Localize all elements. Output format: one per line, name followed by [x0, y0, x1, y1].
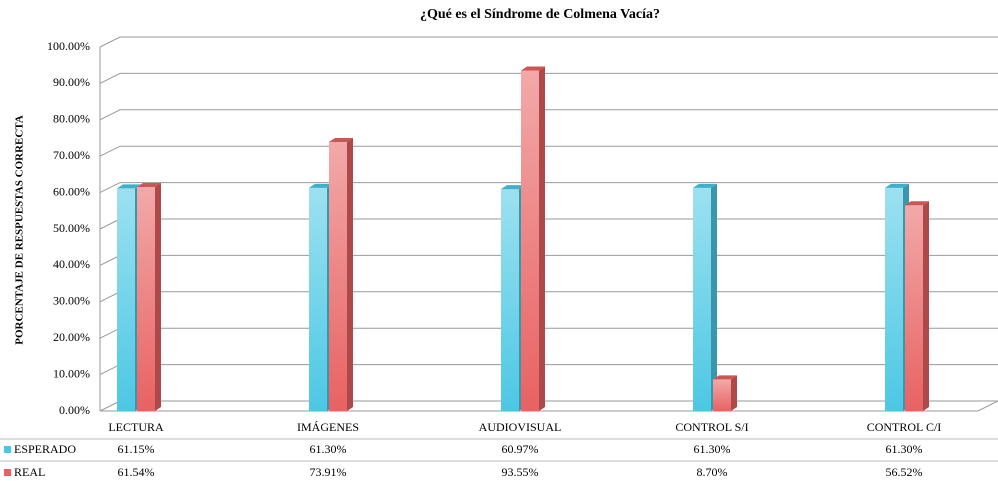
bar-top [885, 183, 909, 188]
bar-top [713, 375, 737, 380]
grid-line [99, 327, 998, 339]
bar-shine [309, 187, 327, 411]
bar-side-shade [155, 182, 161, 411]
x-tick-label: CONTROL C/I [867, 420, 942, 434]
bar-top [117, 184, 141, 189]
bar-side-shade [711, 183, 717, 411]
bar-shine [117, 188, 135, 411]
bar-top-shade [521, 66, 545, 71]
bar-side-shade [731, 375, 737, 411]
grid-line [99, 109, 998, 121]
table-value: 73.91% [310, 465, 347, 479]
y-tick-label: 20.00% [53, 330, 90, 344]
grid-line [99, 291, 998, 303]
grid-line [99, 182, 998, 194]
y-tick-label: 0.00% [59, 403, 90, 417]
legend-swatch [4, 446, 11, 453]
bar-shine [905, 205, 923, 411]
y-tick-label: 100.00% [47, 39, 90, 53]
x-tick-label: IMÁGENES [297, 420, 359, 434]
bar-side-shade [539, 66, 545, 411]
grid-line [99, 36, 998, 48]
bar-top [329, 137, 353, 142]
table-value: 61.30% [694, 442, 731, 456]
table-value: 61.30% [310, 442, 347, 456]
bar-top [693, 183, 717, 188]
table-value: 93.55% [502, 465, 539, 479]
y-tick-label: 70.00% [53, 148, 90, 162]
legend-swatch [4, 469, 11, 476]
bar-top-shade [309, 183, 333, 188]
bar-side [347, 137, 353, 412]
bar-top-shade [693, 183, 717, 188]
bar-top [309, 183, 333, 188]
bar-shine [713, 379, 731, 411]
floor [100, 400, 998, 412]
y-tick-label: 10.00% [53, 366, 90, 380]
bar-top [137, 182, 161, 187]
bar-side [155, 182, 161, 411]
table-value: 61.30% [886, 442, 923, 456]
bar-side-shade [923, 201, 929, 411]
bar-side-shade [347, 137, 353, 412]
y-axis-title: PORCENTAJE DE RESPUESTAS CORRECTA [14, 115, 26, 345]
y-tick-label: 30.00% [53, 294, 90, 308]
y-tick-label: 60.00% [53, 184, 90, 198]
bar-top [501, 185, 525, 190]
x-tick-label: CONTROL S/I [675, 420, 748, 434]
y-tick-label: 90.00% [53, 75, 90, 89]
bar-side [731, 375, 737, 411]
bar-top-shade [713, 375, 737, 380]
x-tick-label: AUDIOVISUAL [479, 420, 562, 434]
bar-side [711, 183, 717, 411]
chart-title: ¿Qué es el Síndrome de Colmena Vacía? [420, 7, 660, 22]
bar-shine [693, 187, 711, 411]
grid-line [99, 145, 998, 157]
legend-label: ESPERADO [14, 442, 76, 456]
bar-shine [137, 186, 155, 411]
bar-top-shade [329, 137, 353, 142]
y-tick-label: 40.00% [53, 257, 90, 271]
table-value: 56.52% [886, 465, 923, 479]
bar-top-shade [905, 201, 929, 206]
legend-label: REAL [14, 465, 45, 479]
bar-shine [329, 141, 347, 412]
y-tick-label: 50.00% [53, 221, 90, 235]
x-tick-label: LECTURA [108, 420, 164, 434]
bar-top-shade [885, 183, 909, 188]
grid-line [99, 218, 998, 230]
grid-line [99, 72, 998, 84]
table-value: 8.70% [697, 465, 728, 479]
table-value: 61.15% [118, 442, 155, 456]
bar-top-shade [137, 182, 161, 187]
bar-shine [501, 189, 519, 411]
grid-line [99, 400, 998, 412]
grid-line [99, 364, 998, 376]
bar-side [539, 66, 545, 411]
bar-shine [521, 70, 539, 411]
grid-line [99, 254, 998, 266]
table-value: 60.97% [502, 442, 539, 456]
table-value: 61.54% [118, 465, 155, 479]
y-tick-label: 80.00% [53, 112, 90, 126]
bar-shine [885, 187, 903, 411]
bar-top [905, 201, 929, 206]
bar-top-shade [501, 185, 525, 190]
bar-top-shade [117, 184, 141, 189]
bar-side [923, 201, 929, 411]
bar-top [521, 66, 545, 71]
